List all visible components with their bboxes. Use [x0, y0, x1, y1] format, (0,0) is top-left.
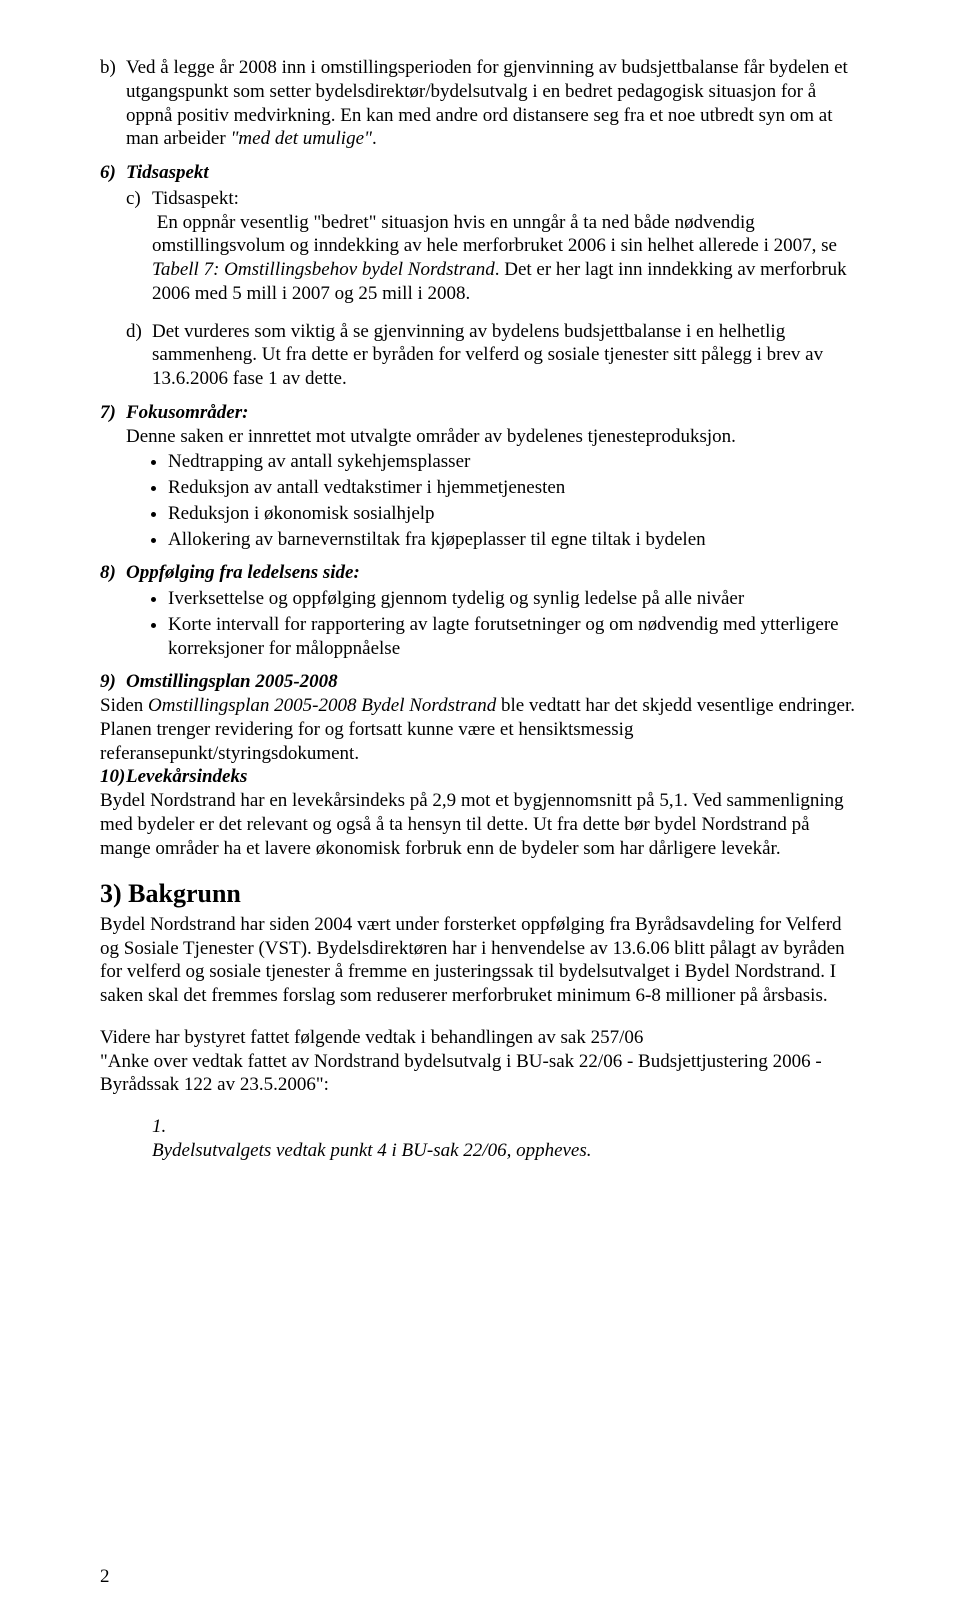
item-7-bullet: Allokering av barnevernstiltak fra kjøpe… [168, 528, 860, 552]
item-6d-marker: d) [126, 320, 142, 344]
item-8-bullet: Korte intervall for rapportering av lagt… [168, 613, 860, 661]
document-page: b) Ved å legge år 2008 inn i omstillings… [0, 0, 960, 1621]
item-10-text: Bydel Nordstrand har en levekårsindeks p… [100, 789, 860, 860]
bakgrunn-quote-text: Bydelsutvalgets vedtak punkt 4 i BU-sak … [152, 1139, 860, 1163]
bakgrunn-quote-marker: 1. [152, 1115, 860, 1139]
item-b: b) Ved å legge år 2008 inn i omstillings… [126, 56, 860, 151]
item-7: 7) Fokusområder: Denne saken er innrette… [126, 401, 860, 552]
item-9-marker: 9) [100, 670, 116, 694]
item-7-bullet: Reduksjon av antall vedtakstimer i hjemm… [168, 476, 860, 500]
bakgrunn-quote: 1. Bydelsutvalgets vedtak punkt 4 i BU-s… [100, 1115, 860, 1163]
item-7-list: 7) Fokusområder: Denne saken er innrette… [100, 401, 860, 552]
item-b-text-2: . [372, 128, 377, 149]
bakgrunn-para2: Videre har bystyret fattet følgende vedt… [100, 1026, 860, 1097]
item-b-list: b) Ved å legge år 2008 inn i omstillings… [100, 56, 860, 151]
item-6d: d) Det vurderes som viktig å se gjenvinn… [152, 320, 860, 391]
page-number: 2 [100, 1565, 110, 1589]
item-10-title: Levekårsindeks [126, 766, 247, 787]
item-8-marker: 8) [100, 561, 116, 585]
item-7-marker: 7) [100, 401, 116, 425]
bakgrunn-para1: Bydel Nordstrand har siden 2004 vært und… [100, 913, 860, 1008]
item-6c-marker: c) [126, 187, 141, 211]
item-6: 6) Tidsaspekt c) Tidsaspekt: En oppnår v… [126, 161, 860, 391]
item-7-intro: Denne saken er innrettet mot utvalgte om… [126, 425, 860, 449]
item-b-text-ital: "med det umulige" [230, 128, 372, 149]
item-9-title: Omstillingsplan 2005-2008 [126, 671, 338, 692]
item-7-bullet: Reduksjon i økonomisk sosialhjelp [168, 502, 860, 526]
item-10-list: 10) Levekårsindeks Bydel Nordstrand har … [100, 765, 860, 860]
bakgrunn-title: 3) Bakgrunn [100, 878, 860, 911]
item-b-text: Ved å legge år 2008 inn i omstillingsper… [126, 57, 848, 149]
item-6c-text: Tidsaspekt: En oppnår vesentlig "bedret"… [152, 188, 847, 304]
item-7-bullet: Nedtrapping av antall sykehjemsplasser [168, 450, 860, 474]
item-6-list: 6) Tidsaspekt c) Tidsaspekt: En oppnår v… [100, 161, 860, 391]
item-6-title: Tidsaspekt [126, 162, 209, 183]
item-6c-text-ital: Tabell 7: Omstillingsbehov bydel Nordstr… [152, 259, 495, 280]
item-6-sublist: c) Tidsaspekt: En oppnår vesentlig "bedr… [126, 187, 860, 391]
item-9-list: 9) Omstillingsplan 2005-2008 Siden Omsti… [100, 670, 860, 765]
item-9: 9) Omstillingsplan 2005-2008 Siden Omsti… [126, 670, 860, 765]
item-9-text-1: Siden [100, 695, 148, 716]
item-10: 10) Levekårsindeks Bydel Nordstrand har … [126, 765, 860, 860]
item-8: 8) Oppfølging fra ledelsens side: Iverks… [126, 561, 860, 660]
item-9-text-ital: Omstillingsplan 2005-2008 Bydel Nordstra… [148, 695, 496, 716]
item-8-bullets: Iverksettelse og oppfølging gjennom tyde… [126, 587, 860, 660]
item-6c-text-1: Tidsaspekt: En oppnår vesentlig "bedret"… [152, 188, 842, 257]
item-6-marker: 6) [100, 161, 116, 185]
item-6c: c) Tidsaspekt: En oppnår vesentlig "bedr… [152, 187, 860, 306]
item-7-title: Fokusområder: [126, 402, 248, 423]
item-7-bullets: Nedtrapping av antall sykehjemsplasser R… [126, 450, 860, 551]
item-9-text: Siden Omstillingsplan 2005-2008 Bydel No… [100, 694, 860, 765]
item-8-bullet: Iverksettelse og oppfølging gjennom tyde… [168, 587, 860, 611]
item-b-marker: b) [100, 56, 116, 80]
item-10-marker: 10) [100, 765, 125, 789]
item-8-list: 8) Oppfølging fra ledelsens side: Iverks… [100, 561, 860, 660]
item-6d-text: Det vurderes som viktig å se gjenvinning… [152, 321, 823, 390]
item-8-title: Oppfølging fra ledelsens side: [126, 562, 360, 583]
